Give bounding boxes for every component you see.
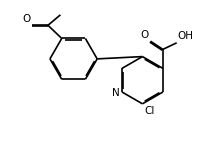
Text: O: O <box>140 30 148 39</box>
Text: O: O <box>22 14 30 24</box>
Text: N: N <box>112 88 120 98</box>
Text: Cl: Cl <box>144 106 154 116</box>
Text: OH: OH <box>178 32 194 41</box>
